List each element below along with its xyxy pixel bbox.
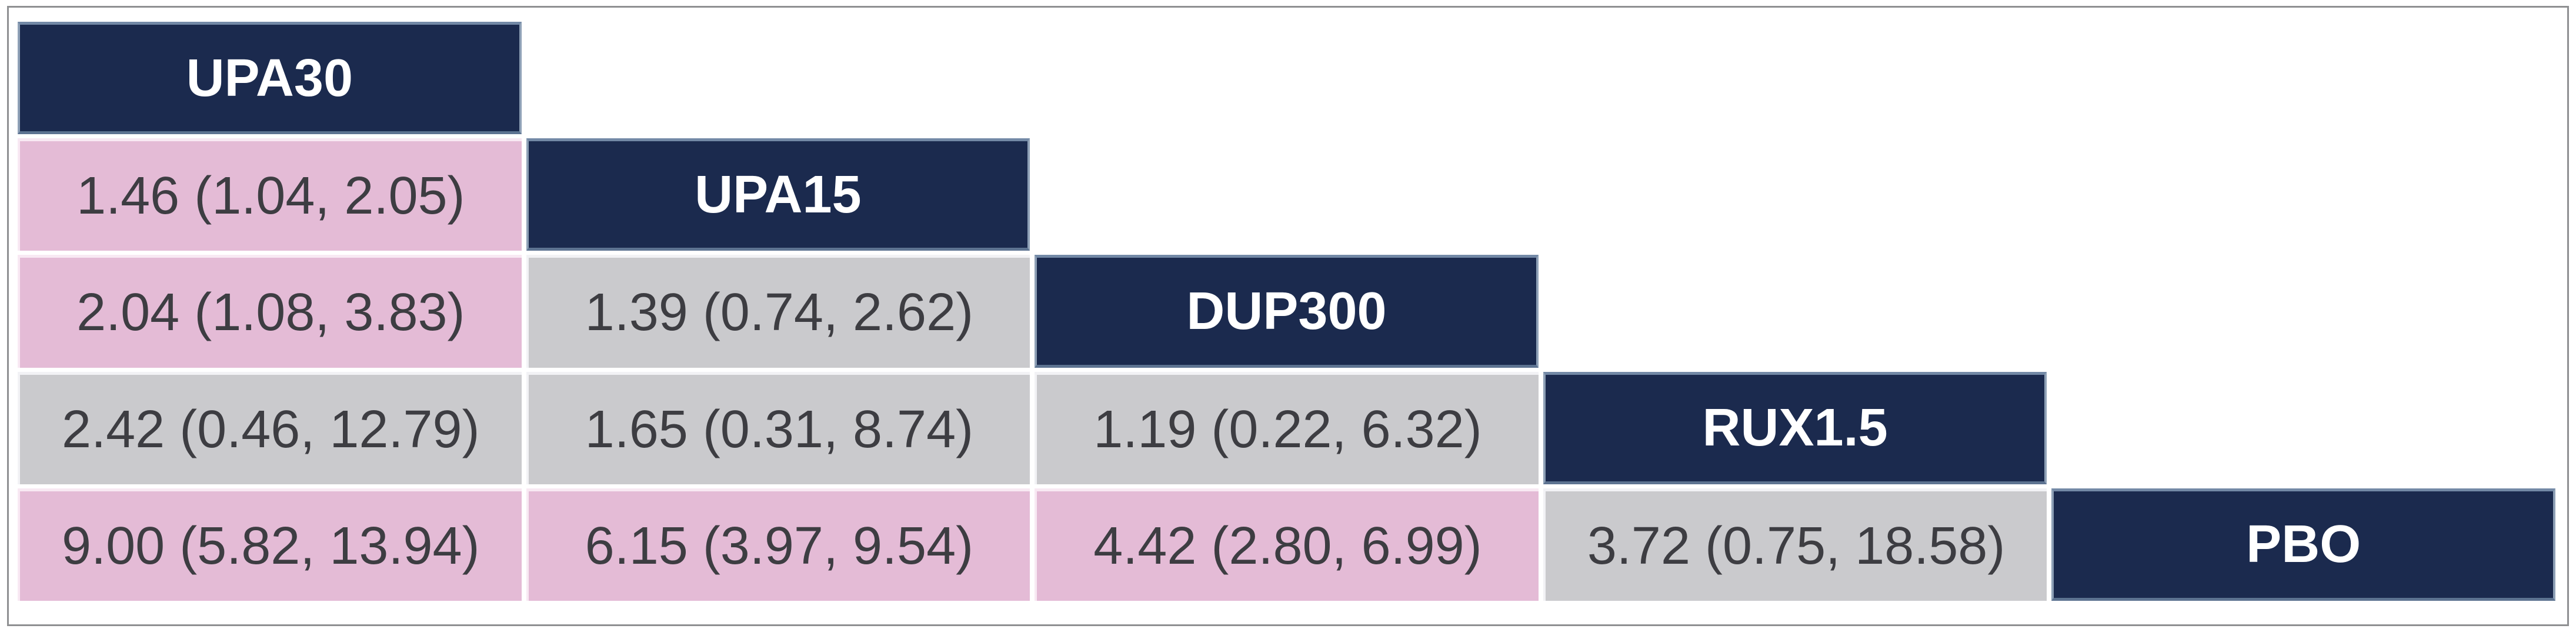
treatment-header-upa15: UPA15 [526,138,1030,251]
comparison-cell-upa15-vs-upa30: 1.46 (1.04, 2.05) [18,138,522,251]
comparison-cell-dup300-vs-upa30: 2.04 (1.08, 3.83) [18,255,522,368]
comparison-cell-pbo-vs-upa15: 6.15 (3.97, 9.54) [526,488,1030,601]
comparison-cell-dup300-vs-upa15: 1.39 (0.74, 2.62) [526,255,1030,368]
league-table-grid: UPA30 1.46 (1.04, 2.05) UPA15 2.04 (1.08, 3… [18,22,2555,601]
comparison-cell-pbo-vs-rux15: 3.72 (0.75, 18.58) [1543,488,2047,601]
treatment-header-upa30: UPA30 [18,22,522,135]
table-border-frame: UPA30 1.46 (1.04, 2.05) UPA15 2.04 (1.08, 3… [7,6,2569,626]
comparison-cell-rux15-vs-upa15: 1.65 (0.31, 8.74) [526,371,1030,484]
treatment-header-rux15: RUX1.5 [1543,371,2047,484]
comparison-cell-rux15-vs-dup300: 1.19 (0.22, 6.32) [1035,371,1539,484]
comparison-cell-pbo-vs-dup300: 4.42 (2.80, 6.99) [1035,488,1539,601]
treatment-header-pbo: PBO [2051,488,2555,601]
comparison-cell-pbo-vs-upa30: 9.00 (5.82, 13.94) [18,488,522,601]
comparison-cell-rux15-vs-upa30: 2.42 (0.46, 12.79) [18,371,522,484]
treatment-header-dup300: DUP300 [1035,255,1539,368]
